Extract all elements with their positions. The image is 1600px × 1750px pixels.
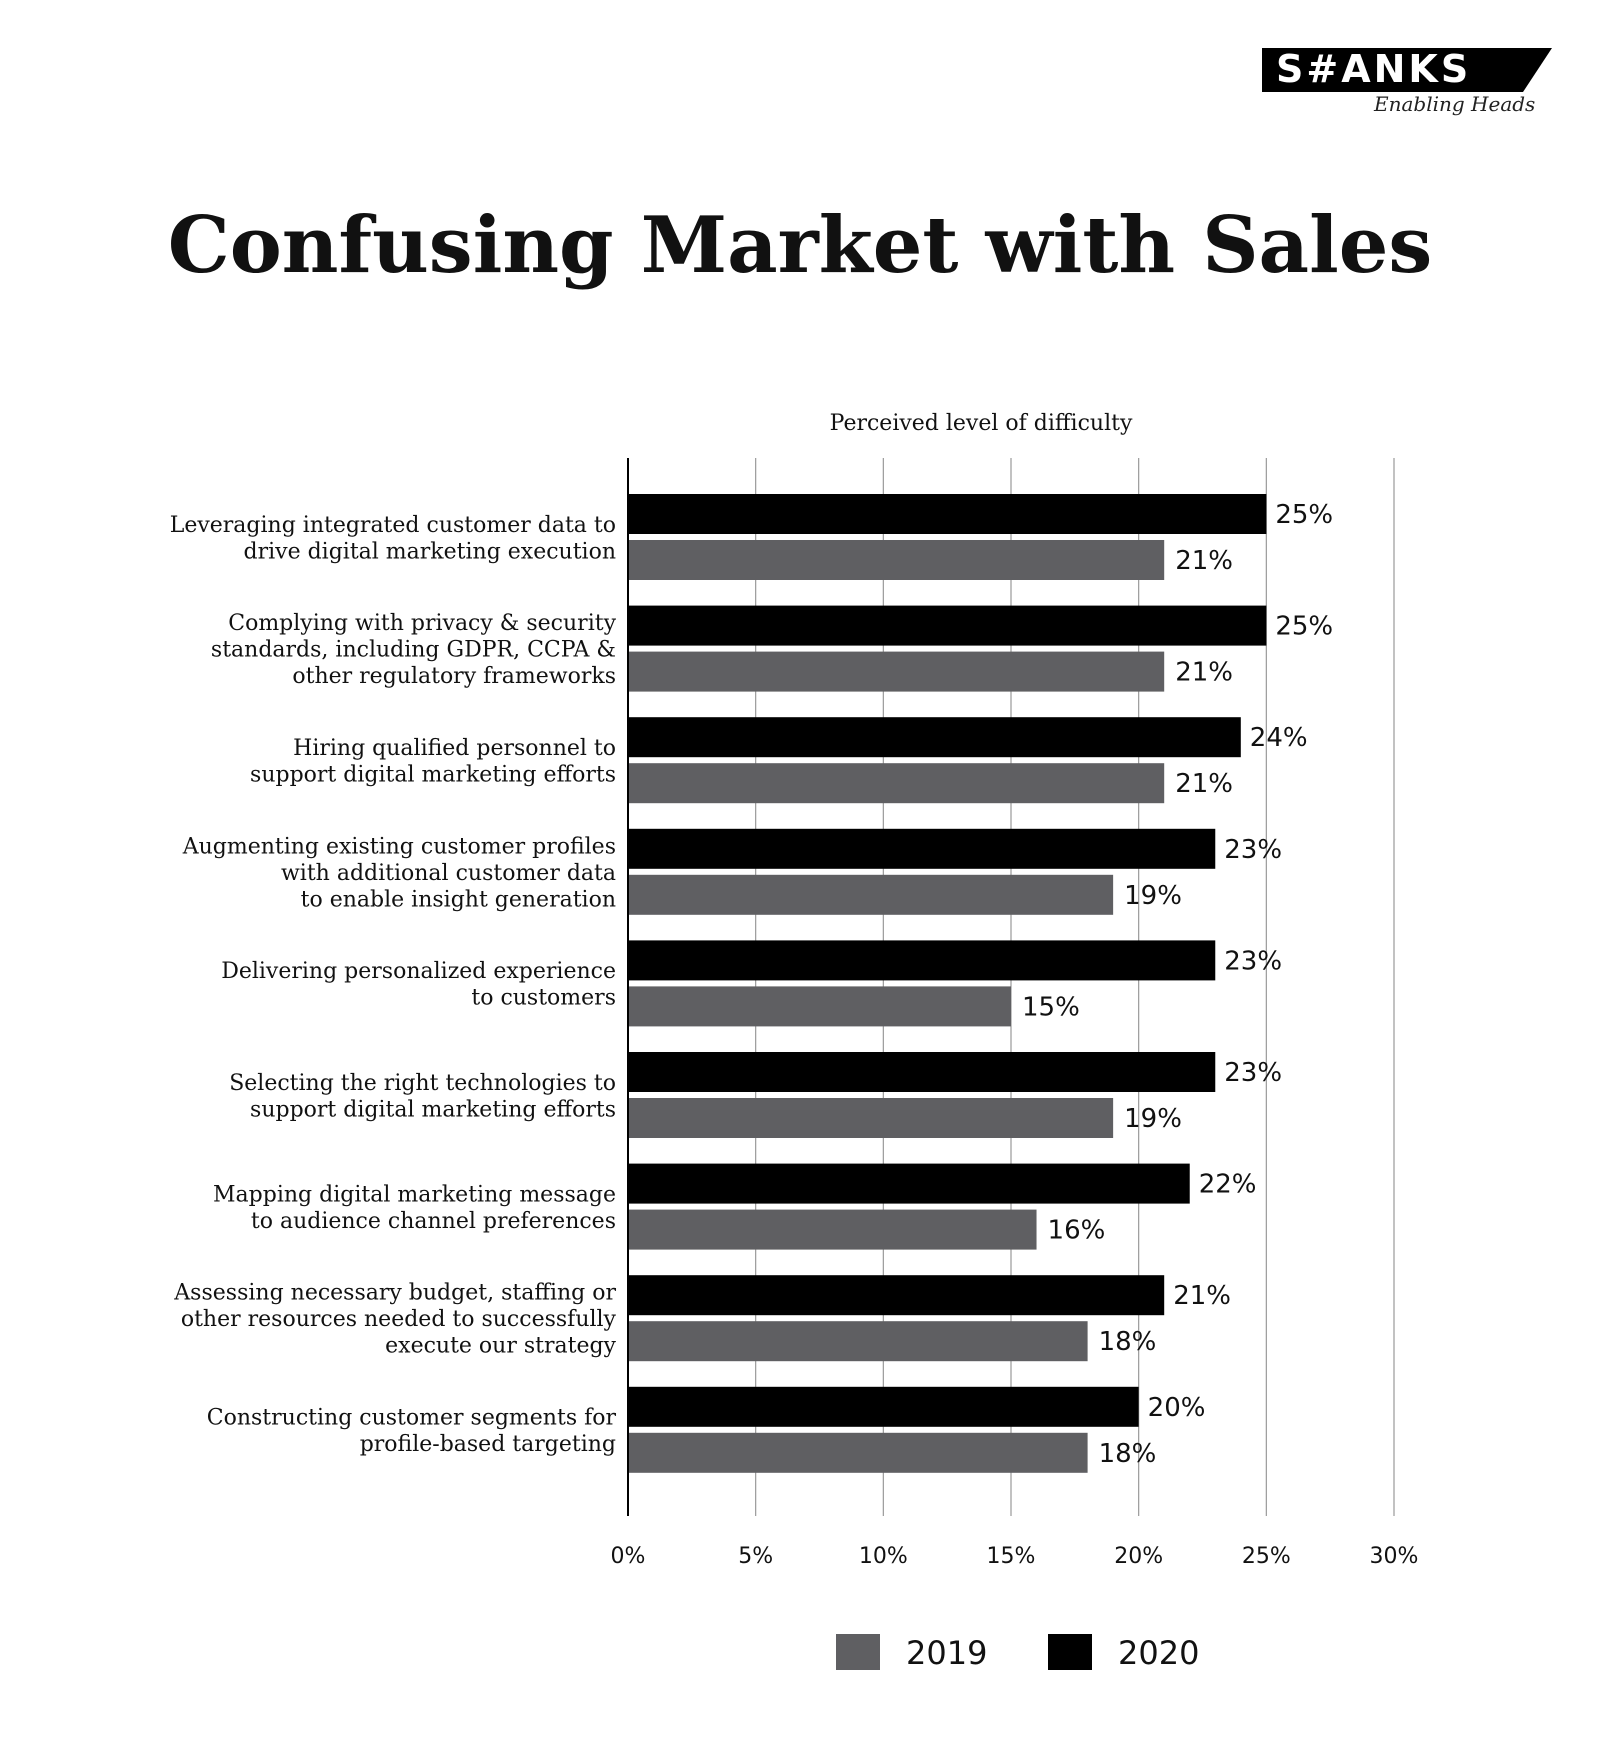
category-label-line: to audience channel preferences <box>251 1209 616 1234</box>
value-label-2020: 24% <box>1250 723 1308 753</box>
value-label-2020: 23% <box>1224 1058 1282 1088</box>
category-label-line: with additional customer data <box>281 861 616 886</box>
x-tick-label: 10% <box>859 1544 908 1569</box>
bar-2020 <box>628 940 1216 981</box>
bar-2020 <box>628 494 1267 534</box>
legend-label-2019: 2019 <box>906 1634 987 1672</box>
x-tick-label: 0% <box>611 1544 646 1569</box>
category-label-line: execute our strategy <box>385 1334 616 1359</box>
bar-2020 <box>628 1386 1139 1427</box>
value-label-2020: 22% <box>1199 1170 1257 1200</box>
legend-label-2020: 2020 <box>1118 1634 1199 1672</box>
category-label: Augmenting existing customer profiles wit… <box>182 834 616 912</box>
value-label-2019: 19% <box>1124 1104 1182 1134</box>
bar-2019 <box>628 986 1011 1027</box>
bar-2019 <box>628 1098 1114 1138</box>
value-label-2020: 21% <box>1173 1281 1231 1311</box>
category-label-line: Hiring qualified personnel to <box>293 736 616 761</box>
value-label-2020: 25% <box>1275 500 1333 530</box>
category-label-line: profile-based targeting <box>360 1432 616 1457</box>
category-label-line: Selecting the right technologies to <box>229 1071 616 1096</box>
bar-2019 <box>628 763 1165 804</box>
bar-2020 <box>628 828 1216 869</box>
chart-title: Confusing Market with Sales <box>167 200 1433 291</box>
category-label-line: Constructing customer segments for <box>207 1406 617 1431</box>
value-label-2019: 21% <box>1175 658 1233 688</box>
value-label-2020: 25% <box>1275 612 1333 642</box>
category-label: Hiring qualified personnel to support dig… <box>250 736 616 788</box>
bar-2019 <box>628 1432 1088 1473</box>
category-label-line: other regulatory frameworks <box>292 664 616 689</box>
value-label-2019: 21% <box>1175 546 1233 576</box>
category-label-line: Leveraging integrated customer data to <box>170 513 616 538</box>
category-label-line: Complying with privacy & security <box>228 611 616 636</box>
category-label: Constructing customer segments for profil… <box>207 1406 617 1458</box>
value-label-2019: 18% <box>1099 1327 1157 1357</box>
category-label: Delivering personalized experience to cus… <box>221 959 616 1011</box>
bar-2020 <box>628 1275 1165 1316</box>
brand-logo: S#ANKS Enabling Heads <box>1262 44 1562 124</box>
category-label: Selecting the right technologies to suppo… <box>229 1071 616 1123</box>
value-label-2020: 23% <box>1224 946 1282 976</box>
bar-2020 <box>628 717 1241 758</box>
bar-2019 <box>628 1321 1088 1362</box>
x-tick-label: 25% <box>1242 1544 1291 1569</box>
bar-2019 <box>628 874 1114 915</box>
category-label-line: Assessing necessary budget, staffing or <box>173 1281 616 1306</box>
labels: 25% 21% Leveraging integrated customer dat… <box>170 500 1333 1469</box>
category-label-line: Mapping digital marketing message <box>213 1182 616 1207</box>
bar-2019 <box>628 1209 1037 1250</box>
legend-swatch-2020 <box>1048 1634 1092 1670</box>
category-label-line: to customers <box>471 986 616 1011</box>
value-label-2019: 15% <box>1022 992 1080 1022</box>
category-label-line: Delivering personalized experience <box>221 959 616 984</box>
x-tick-label: 30% <box>1370 1544 1419 1569</box>
bar-2019 <box>628 540 1165 580</box>
value-label-2019: 16% <box>1048 1216 1106 1246</box>
category-label-line: Augmenting existing customer profiles <box>182 834 616 859</box>
category-label: Leveraging integrated customer data to dr… <box>170 513 616 565</box>
category-label-line: support digital marketing efforts <box>250 762 616 787</box>
category-label-line: other resources needed to successfully <box>181 1307 617 1332</box>
category-label-line: to enable insight generation <box>301 887 616 912</box>
x-tick-label: 15% <box>987 1544 1036 1569</box>
logo-banner <box>1262 48 1552 92</box>
value-label-2019: 18% <box>1099 1439 1157 1469</box>
bar-2020 <box>628 605 1267 646</box>
value-label-2019: 19% <box>1124 881 1182 911</box>
x-axis-title: Perceived level of difficulty <box>830 411 1133 436</box>
category-label-line: drive digital marketing execution <box>244 539 617 564</box>
value-label-2020: 20% <box>1148 1393 1206 1423</box>
bar-2020 <box>628 1163 1190 1204</box>
logo-tagline: Enabling Heads <box>1374 92 1536 116</box>
bar-2020 <box>628 1052 1216 1092</box>
category-label: Mapping digital marketing message to audi… <box>213 1182 616 1234</box>
legend: 2019 2020 <box>836 1634 1199 1672</box>
category-label-line: standards, including GDPR, CCPA & <box>211 638 616 663</box>
category-label: Complying with privacy & security standar… <box>211 611 617 689</box>
bar-2019 <box>628 651 1165 692</box>
axes: 0% 5% 10% 15% 20% 25% 30% Perceived level of di… <box>611 411 1419 1569</box>
x-tick-label: 5% <box>738 1544 773 1569</box>
legend-swatch-2019 <box>836 1634 880 1670</box>
bars <box>628 494 1267 1473</box>
category-label: Assessing necessary budget, staffing or o… <box>173 1281 616 1359</box>
value-label-2020: 23% <box>1224 835 1282 865</box>
category-label-line: support digital marketing efforts <box>250 1097 616 1122</box>
x-tick-label: 20% <box>1114 1544 1163 1569</box>
logo-brand-text: S#ANKS <box>1276 47 1472 91</box>
value-label-2019: 21% <box>1175 769 1233 799</box>
